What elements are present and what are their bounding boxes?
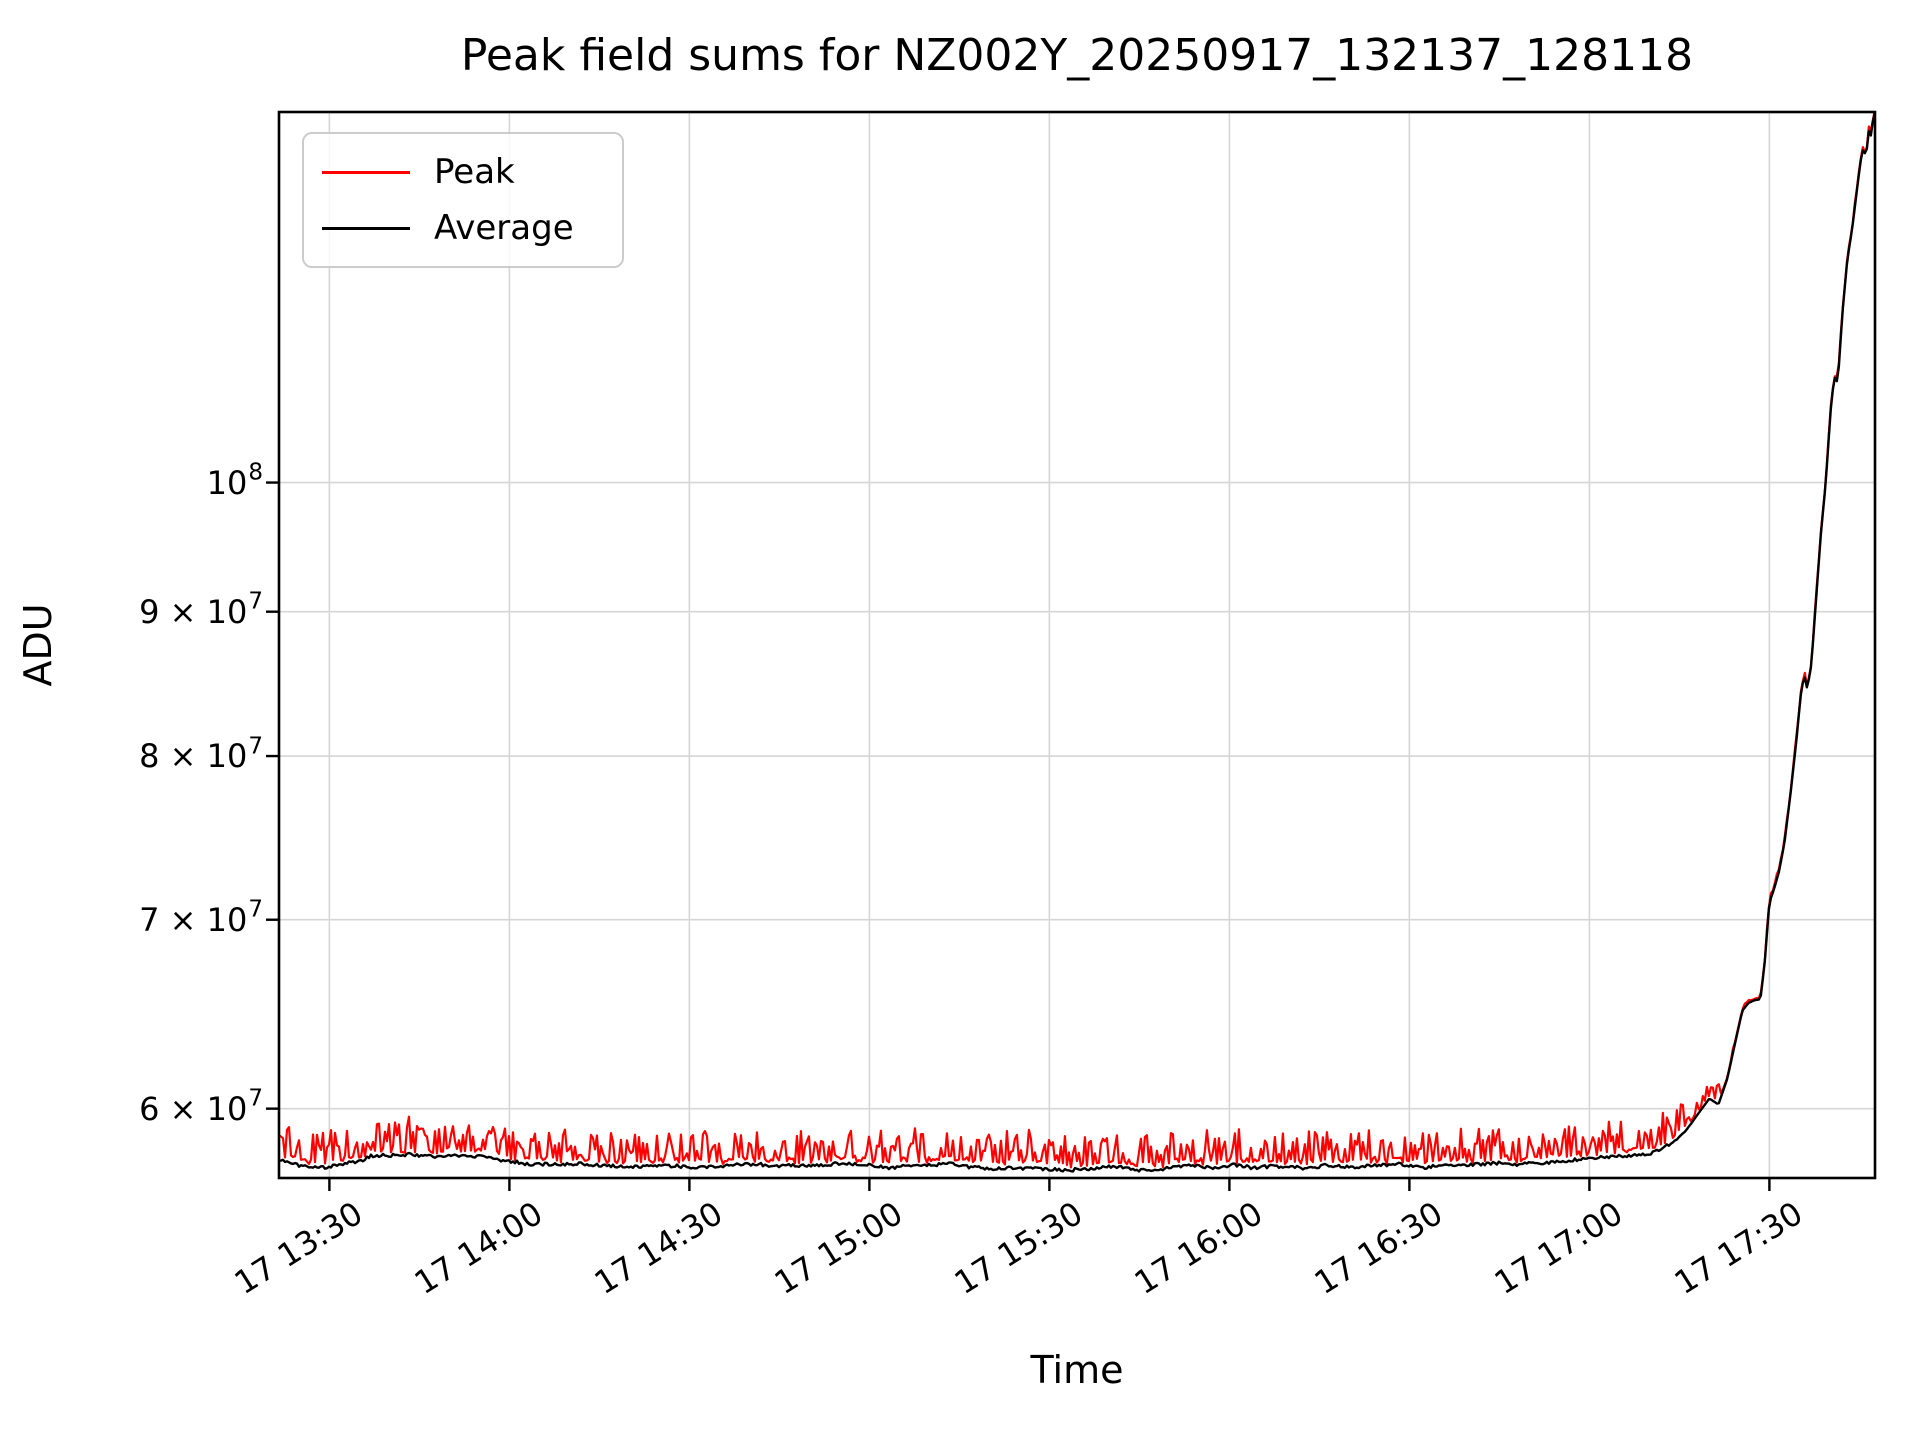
legend-line-sample — [322, 226, 410, 230]
legend-label: Average — [434, 208, 574, 248]
plot-border — [277, 110, 1877, 1180]
y-tick-exponent: 7 — [248, 1085, 263, 1112]
y-tick-label: 9 × 107 — [139, 588, 263, 631]
axis-ticks — [266, 481, 1771, 1191]
y-tick-label: 7 × 107 — [139, 896, 263, 939]
y-tick-label: 6 × 107 — [139, 1085, 263, 1128]
legend: Peak Average — [302, 132, 624, 268]
legend-line-sample — [322, 170, 410, 174]
y-tick-text: 10 — [206, 463, 248, 502]
chart-title: Peak field sums for NZ002Y_20250917_1321… — [460, 30, 1694, 81]
y-tick-label: 8 × 107 — [139, 733, 263, 776]
x-axis-label: Time — [1030, 1348, 1124, 1392]
y-tick-exponent: 7 — [248, 896, 263, 923]
y-tick-exponent: 8 — [248, 459, 263, 486]
y-tick-text: 9 × 10 — [139, 592, 248, 631]
y-tick-text: 8 × 10 — [139, 737, 248, 776]
average-line — [279, 112, 1875, 1173]
y-tick-label: 108 — [206, 459, 263, 502]
y-tick-text: 6 × 10 — [139, 1089, 248, 1128]
y-tick-text: 7 × 10 — [139, 900, 248, 939]
y-tick-exponent: 7 — [248, 588, 263, 615]
y-axis-label: ADU — [16, 603, 60, 687]
legend-label: Peak — [434, 152, 515, 192]
legend-entry-peak: Peak — [322, 155, 622, 189]
peak-line — [279, 112, 1875, 1169]
y-tick-exponent: 7 — [248, 733, 263, 760]
grid-lines — [279, 112, 1875, 1178]
legend-entry-average: Average — [322, 211, 622, 245]
